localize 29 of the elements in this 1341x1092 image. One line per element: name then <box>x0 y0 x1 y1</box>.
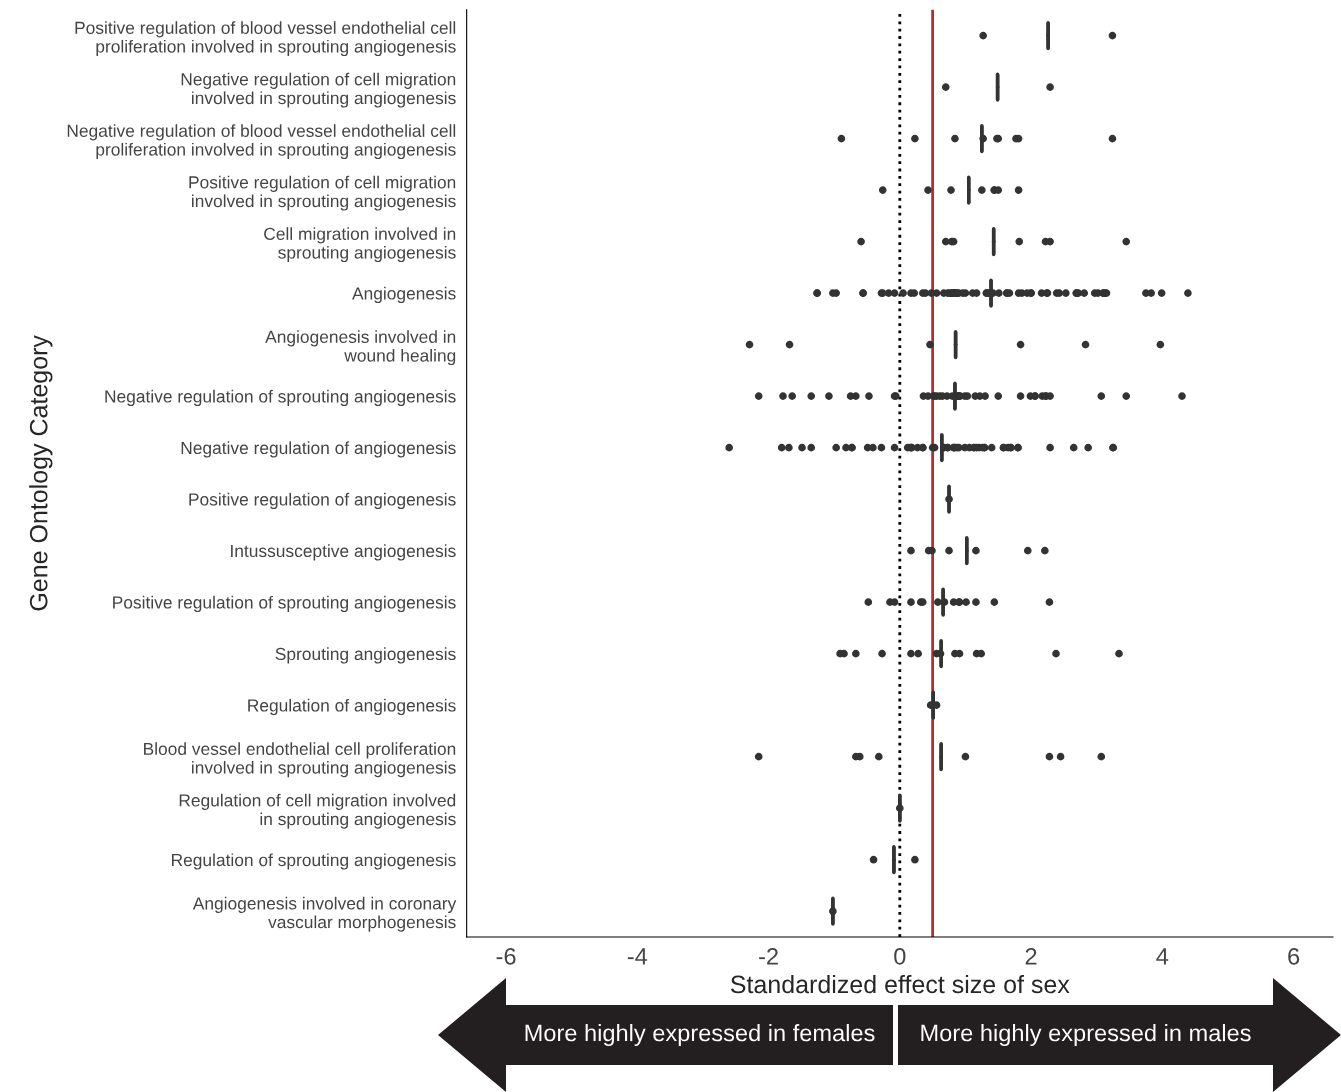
x-tick-label: 6 <box>1288 947 1300 965</box>
y-tick-label: Cell migration involved in sprouting angiogenesis <box>264 227 456 263</box>
x-tick-label: -4 <box>627 948 648 965</box>
x-tick-label: -6 <box>496 947 516 965</box>
y-tick-label: Negative regulation of blood vessel endothelial cell proliferation involved in sprouting angiogenesis <box>67 124 456 160</box>
x-axis-title: Standardized effect size of sex <box>730 974 1070 994</box>
x-tick-label: 0 <box>894 947 906 965</box>
x-tick-label: 4 <box>1156 948 1169 965</box>
y-tick-label: Regulation of sprouting angiogenesis <box>172 853 456 870</box>
y-tick-label: Positive regulation of blood vessel endothelial cell proliferation involved in sprouting angiogenesis <box>75 21 456 57</box>
text: More highly expressed in males <box>921 1023 1251 1047</box>
y-tick-label: Negative regulation of angiogenesis <box>181 441 456 458</box>
y-tick-label: Blood vessel endothelial cell proliferation involved in sprouting angiogenesis <box>144 742 456 778</box>
x-tick-label: -2 <box>759 947 778 965</box>
y-tick-label: Positive regulation of sprouting angiogenesis <box>113 595 456 613</box>
y-tick-label: Angiogenesis involved in coronary vascular morphogenesis <box>192 896 457 932</box>
text: More highly expressed in females <box>525 1023 875 1047</box>
y-tick-label: Positive regulation of cell migration involved in sprouting angiogenesis <box>189 175 456 211</box>
x-tick-label: 2 <box>1025 947 1037 965</box>
y-tick-label: Regulation of angiogenesis <box>248 698 456 716</box>
y-tick-label: Negative regulation of sprouting angiogenesis <box>105 389 456 407</box>
y-tick-label: Angiogenesis <box>352 286 456 303</box>
y-tick-label: Intussusceptive angiogenesis <box>231 544 456 561</box>
y-axis-title: Gene Ontology Category <box>29 335 53 611</box>
y-tick-label: Sprouting angiogenesis <box>275 647 456 664</box>
y-tick-label: Positive regulation of angiogenesis <box>189 492 456 510</box>
y-tick-label: Negative regulation of cell migration involved in sprouting angiogenesis <box>181 72 456 108</box>
y-tick-label: Angiogenesis involved in wound healing <box>265 330 456 366</box>
y-tick-label: Regulation of cell migration involved in sprouting angiogenesis <box>179 793 456 829</box>
